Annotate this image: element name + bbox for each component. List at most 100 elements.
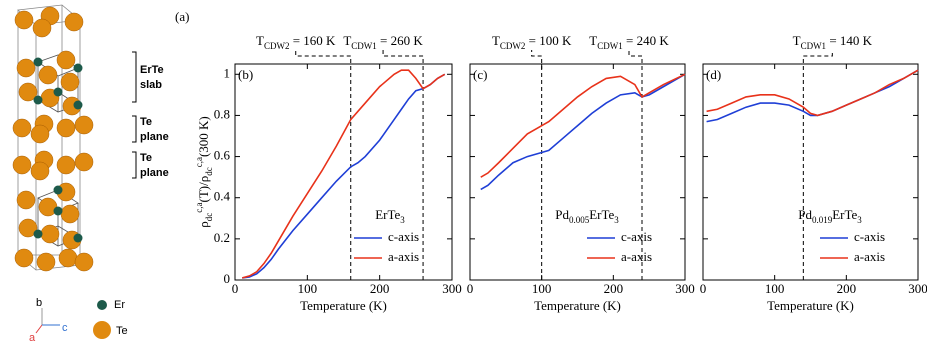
axis-label: c [62,322,68,334]
x-tick-label: 0 [467,281,474,296]
transition-label: TCDW1 = 140 K [793,33,873,51]
x-tick-label: 300 [442,281,462,296]
x-tick-label: 300 [675,281,695,296]
x-tick-label: 100 [298,281,318,296]
y-tick-label: 0.6 [214,148,231,163]
text-part: 0.005 [569,215,590,225]
x-axis-label: Temperature (K) [300,298,387,313]
text-part: 3 [614,215,619,225]
text-part: 3 [400,215,405,225]
y-tick-label: 0 [224,271,231,286]
er-legend-marker [97,300,107,310]
x-tick-label: 200 [370,281,390,296]
plot-frame [469,63,686,281]
text-part: (T)/ρ [196,176,211,203]
legend-label: a-axis [388,249,419,264]
text-part: CDW2 [264,41,290,51]
panel-label: (b) [238,67,253,82]
text-part: T [256,33,264,48]
transition-label: TCDW2 = 100 K [492,33,572,51]
transition-line [382,50,424,280]
text-part: CDW2 [500,41,526,51]
y-tick-label: 1 [224,65,231,80]
text-part: = 140 K [826,33,873,48]
legend-label: Te [116,325,128,337]
text-part: = 160 K [289,33,336,48]
legend-title: Pd0.005ErTe3 [555,207,619,225]
text-part: (300 K) [196,116,211,157]
atoms [12,6,94,272]
text-part: = 100 K [525,33,572,48]
text-part: T [793,33,801,48]
x-axis-label: Temperature (K) [767,298,854,313]
text-part: c,a [194,157,204,167]
axis-label: a [29,332,36,344]
legend-label: c-axis [854,229,885,244]
axis-triad: b a c [29,297,68,344]
plot-frame [234,63,453,281]
text-part: = 260 K [377,33,424,48]
text-part: T [492,33,500,48]
legend-label: c-axis [388,229,419,244]
x-tick-label: 200 [604,281,624,296]
x-tick-label: 0 [232,281,239,296]
transition-line [295,50,352,280]
x-tick-label: 100 [765,281,785,296]
te-legend-marker [93,321,111,339]
x-tick-label: 300 [908,281,927,296]
transition-line [628,50,643,280]
legend-label: Er [114,299,125,311]
y-axis-label: ρdcc,a(T)/ρdcc,a(300 K) [194,116,214,228]
transition-label: TCDW1 = 260 K [343,33,423,51]
x-tick-label: 100 [532,281,552,296]
group-label: plane [140,131,169,143]
er-atoms [33,57,83,243]
y-tick-label: 0.2 [214,230,230,245]
text-part: = 240 K [623,33,670,48]
text-part: ErTe [832,207,857,222]
text-part: T [343,33,351,48]
legend-label: a-axis [854,249,885,264]
y-tick-label: 0.8 [214,106,230,121]
transition-label: TCDW2 = 160 K [256,33,336,51]
legend-label: a-axis [621,249,652,264]
group-label: Te [140,152,152,164]
text-part: 3 [857,215,862,225]
series-line [242,69,446,279]
y-tick-label: 0.4 [214,189,231,204]
panel-label: (c) [473,67,487,82]
text-part: ErTe [589,207,614,222]
series-line [242,73,446,279]
x-tick-label: 200 [837,281,857,296]
text-part: CDW1 [801,41,827,51]
text-part: dc [204,167,214,176]
legend-title: Pd0.019ErTe3 [798,207,862,225]
panel-label: (a) [175,9,189,24]
panel-label: (d) [706,67,721,82]
group-label: slab [140,79,162,91]
text-part: 0.019 [812,215,833,225]
text-part: CDW1 [597,41,623,51]
group-label: plane [140,167,169,179]
text-part: T [589,33,597,48]
legend-title: ErTe3 [375,207,405,225]
text-part: ρ [196,221,211,228]
series-line [480,73,686,191]
transition-line [531,50,543,280]
transition-label: TCDW1 = 240 K [589,33,669,51]
text-part: Pd [555,207,569,222]
x-tick-label: 0 [700,281,707,296]
group-label: ErTe [140,64,164,76]
transition-line [802,50,833,280]
legend-label: c-axis [621,229,652,244]
series-line [706,69,919,117]
text-part: ErTe [375,207,400,222]
text-part: CDW1 [351,41,377,51]
x-axis-label: Temperature (K) [534,298,621,313]
text-part: dc [204,213,214,222]
text-part: c,a [194,203,204,213]
brackets [132,51,137,179]
axis-label: b [36,297,42,309]
text-part: Pd [798,207,812,222]
